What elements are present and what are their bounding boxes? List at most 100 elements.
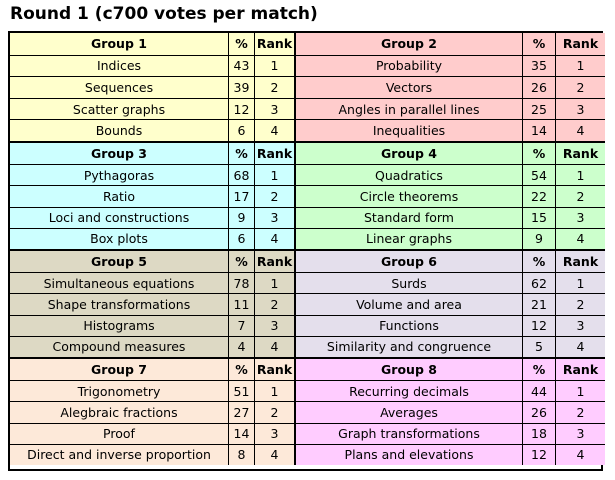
pct-cell: 26 xyxy=(522,77,555,98)
table-row: Plans and elevations 12 4 xyxy=(296,443,605,465)
topic-cell: Box plots xyxy=(90,231,148,247)
page-title: Round 1 (c700 votes per match) xyxy=(10,4,318,24)
pct-header: % xyxy=(228,359,254,381)
topic-cell: Probability xyxy=(375,58,443,74)
group-block-8: Group 8% Rank Recurring decimals 44 1 Average… xyxy=(296,357,605,465)
rank-cell: 1 xyxy=(254,55,294,77)
rank-cell: 4 xyxy=(254,120,294,141)
topic-cell: Indices xyxy=(96,58,142,74)
group-name: Group 3 xyxy=(91,146,147,162)
table-row: Probability 35 1 xyxy=(296,54,605,77)
table-row: Indices 43 1 xyxy=(10,54,294,77)
rank-cell: 1 xyxy=(254,165,294,186)
pct-header: % xyxy=(522,359,555,381)
topic-cell: Direct and inverse proportion xyxy=(27,447,211,463)
group-header-row: Group 6% Rank xyxy=(296,251,605,273)
topic-cell: Averages xyxy=(380,404,438,420)
table-row: Pythagoras 68 1 xyxy=(10,164,294,186)
rank-cell: 3 xyxy=(555,207,605,228)
rank-cell: 1 xyxy=(555,273,605,294)
topic-cell: Inequalities xyxy=(372,123,446,139)
pct-cell: 6 xyxy=(228,120,254,141)
rank-header: Rank xyxy=(254,33,294,55)
topic-cell: Linear graphs xyxy=(366,231,452,247)
rank-cell: 1 xyxy=(555,165,605,186)
group-block-1: Group 1% Rank Indices 43 1 Sequences 39 2 Scatte… xyxy=(10,33,296,141)
rank-cell: 2 xyxy=(555,186,605,207)
pct-cell: 22 xyxy=(522,186,555,207)
pct-cell: 27 xyxy=(228,402,254,423)
topic-cell: Surds xyxy=(391,275,427,291)
pct-cell: 12 xyxy=(228,98,254,120)
group-name: Group 5 xyxy=(91,254,147,270)
results-table: Group 1% Rank Indices 43 1 Sequences 39 2 Scatte… xyxy=(8,31,605,471)
group-name: Group 8 xyxy=(381,362,437,378)
pct-cell: 7 xyxy=(228,315,254,336)
table-row: Graph transformations 18 3 xyxy=(296,422,605,444)
table-row: Proof 14 3 xyxy=(10,422,294,444)
pct-cell: 21 xyxy=(522,294,555,315)
rank-cell: 3 xyxy=(555,98,605,120)
group-name: Group 4 xyxy=(381,146,437,162)
topic-cell: Functions xyxy=(379,318,439,334)
rank-cell: 3 xyxy=(555,315,605,336)
rank-cell: 4 xyxy=(555,120,605,141)
rank-cell: 2 xyxy=(254,294,294,315)
pct-cell: 5 xyxy=(522,336,555,357)
rank-header: Rank xyxy=(555,359,605,381)
group-name: Group 1 xyxy=(91,36,147,52)
rank-cell: 4 xyxy=(555,444,605,465)
table-row: Ratio 17 2 xyxy=(10,185,294,207)
rank-cell: 3 xyxy=(555,423,605,444)
topic-cell: Volume and area xyxy=(356,296,462,312)
topic-cell: Compound measures xyxy=(52,339,186,355)
rank-cell: 3 xyxy=(254,207,294,228)
group-block-2: Group 2% Rank Probability 35 1 Vectors 26 2 Angl… xyxy=(296,33,605,141)
topic-cell: Trigonometry xyxy=(77,383,161,399)
rank-cell: 1 xyxy=(555,381,605,402)
topic-cell: Ratio xyxy=(102,188,136,204)
topic-cell: Vectors xyxy=(385,79,433,95)
table-row: Direct and inverse proportion 8 4 xyxy=(10,443,294,465)
table-row: Loci and constructions 9 3 xyxy=(10,206,294,228)
table-row: Compound measures 4 4 xyxy=(10,335,294,357)
group-block-4: Group 4% Rank Quadratics 54 1 Circle theorems… xyxy=(296,141,605,249)
topic-cell: Plans and elevations xyxy=(344,447,474,463)
rank-cell: 1 xyxy=(254,381,294,402)
rank-header: Rank xyxy=(254,251,294,273)
rank-cell: 1 xyxy=(555,55,605,77)
topic-cell: Alegbraic fractions xyxy=(60,404,178,420)
table-row: Similarity and congruence 5 4 xyxy=(296,335,605,357)
pct-cell: 43 xyxy=(228,55,254,77)
topic-cell: Pythagoras xyxy=(83,167,155,183)
table-row: Shape transformations 11 2 xyxy=(10,293,294,315)
pct-cell: 78 xyxy=(228,273,254,294)
pct-header: % xyxy=(522,251,555,273)
table-row: Histograms 7 3 xyxy=(10,314,294,336)
topic-cell: Proof xyxy=(103,426,135,442)
pct-cell: 8 xyxy=(228,444,254,465)
pct-header: % xyxy=(522,33,555,55)
table-row: Recurring decimals 44 1 xyxy=(296,380,605,402)
topic-cell: Loci and constructions xyxy=(48,210,190,226)
pct-cell: 25 xyxy=(522,98,555,120)
topic-cell: Histograms xyxy=(83,318,155,334)
group-name: Group 2 xyxy=(381,36,437,52)
group-block-5: Group 5% Rank Simultaneous equations 78 1 Sha… xyxy=(10,249,296,357)
topic-cell: Similarity and congruence xyxy=(326,339,492,355)
rank-header: Rank xyxy=(254,359,294,381)
table-row: Angles in parallel lines 25 3 xyxy=(296,97,605,120)
rank-cell: 4 xyxy=(254,444,294,465)
pct-header: % xyxy=(228,33,254,55)
rank-cell: 3 xyxy=(254,315,294,336)
pct-cell: 14 xyxy=(522,120,555,141)
rank-header: Rank xyxy=(555,251,605,273)
rank-cell: 4 xyxy=(254,336,294,357)
rank-cell: 4 xyxy=(555,228,605,249)
pct-cell: 35 xyxy=(522,55,555,77)
group-header-row: Group 7% Rank xyxy=(10,359,294,381)
rank-cell: 2 xyxy=(555,77,605,98)
group-header-row: Group 8% Rank xyxy=(296,359,605,381)
table-row: Surds 62 1 xyxy=(296,272,605,294)
pct-cell: 68 xyxy=(228,165,254,186)
